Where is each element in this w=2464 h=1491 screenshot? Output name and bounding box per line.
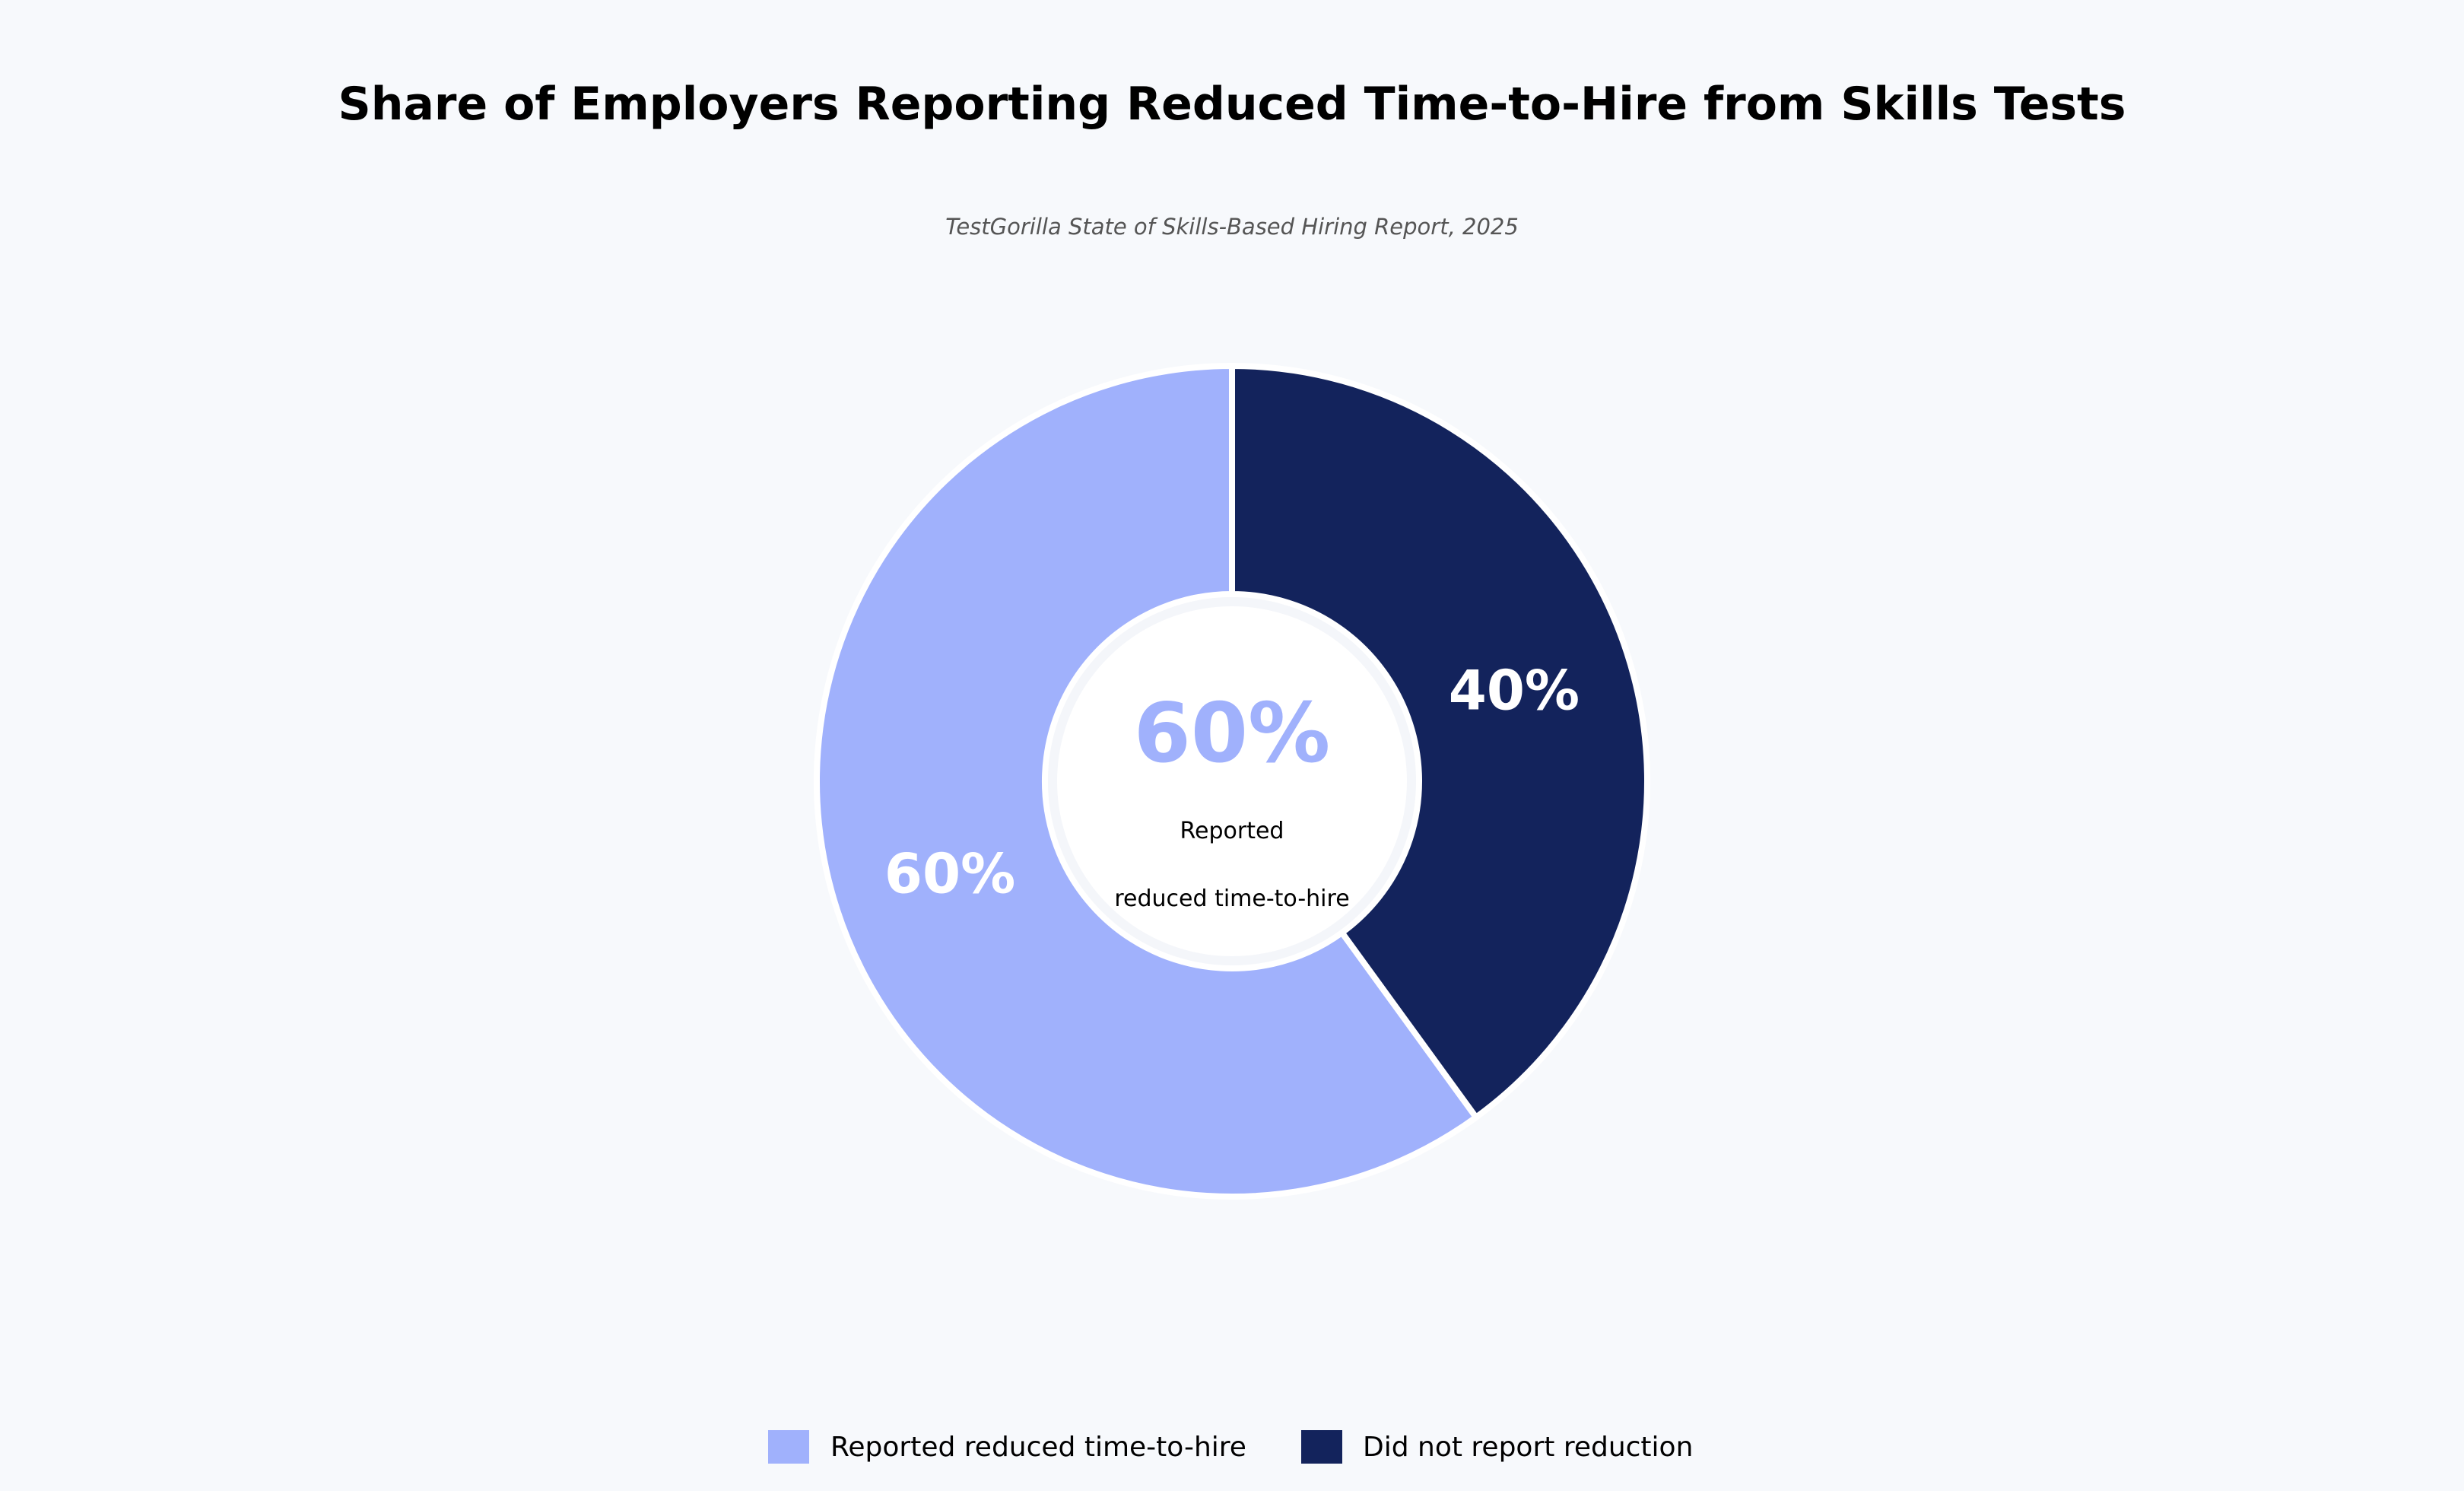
legend-swatch-reported [768,1430,809,1464]
slice-labels: 60% 40% [884,658,1580,905]
chart-subtitle: TestGorilla State of Skills-Based Hiring… [945,214,1519,240]
legend: Reported reduced time-to-hire Did not re… [768,1430,1693,1464]
center-caption-line1: Reported [1180,818,1284,844]
slice-label-not-reported: 40% [1449,658,1580,722]
center-value: 60% [1134,686,1331,781]
center-caption-line2: reduced time-to-hire [1114,885,1349,912]
donut-slices [814,362,1650,1200]
slice-label-reported: 60% [884,842,1015,906]
legend-swatch-not-reported [1301,1430,1342,1464]
legend-label-reported: Reported reduced time-to-hire [830,1432,1246,1463]
donut-center-hole [1048,597,1416,965]
legend-label-not-reported: Did not report reduction [1363,1432,1693,1463]
slice-reported [814,362,1481,1200]
chart-title: Share of Employers Reporting Reduced Tim… [338,78,2126,131]
slice-not-reported [1229,362,1650,1122]
